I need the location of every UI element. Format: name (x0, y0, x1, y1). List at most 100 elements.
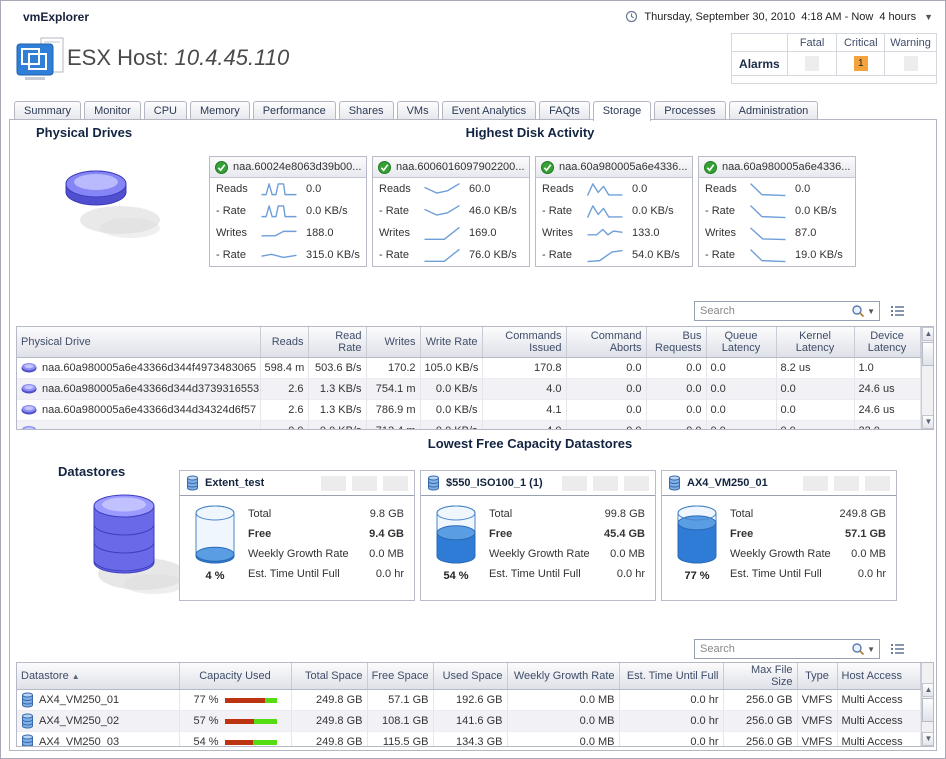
col-bus-requests[interactable]: Bus Requests (646, 327, 707, 358)
disk-card-title[interactable]: naa.6006016097902200... (373, 157, 529, 178)
sparkline-chart (586, 226, 624, 241)
scroll-down-icon[interactable]: ▼ (921, 415, 933, 429)
datastore-card-title[interactable]: AX4_VM250_01 (662, 471, 896, 496)
datastores-icon (93, 494, 186, 594)
scroll-up-icon[interactable]: ▲ (921, 327, 933, 341)
metric-row: - Rate 0.0 KB/s (699, 200, 855, 222)
time-range-control[interactable]: Thursday, September 30, 2010 4:18 AM - N… (625, 10, 933, 23)
disk-card-name: naa.60a980005a6e4336... (559, 161, 688, 173)
chevron-down-icon[interactable]: ▼ (924, 11, 933, 22)
column-selector-icon[interactable] (890, 304, 906, 318)
search-input[interactable] (695, 641, 852, 657)
metric-value: 169.0 (469, 227, 497, 239)
alarm-critical-cell[interactable]: 1 (836, 51, 886, 76)
scroll-down-icon[interactable]: ▼ (921, 732, 933, 746)
col-total-space[interactable]: Total Space (291, 663, 368, 690)
scroll-thumb[interactable] (921, 342, 933, 366)
disk-card-title[interactable]: naa.60a980005a6e4336... (536, 157, 692, 178)
col-physical-drive[interactable]: Physical Drive (17, 327, 261, 358)
disk-card-title[interactable]: naa.60a980005a6e4336... (699, 157, 855, 178)
datastore-card[interactable]: AX4_VM250_01 77 % Total 249.8 GB (661, 470, 897, 601)
col-device-latency[interactable]: Device Latency (854, 327, 921, 358)
col-command-aborts[interactable]: Command Aborts (566, 327, 647, 358)
metric-row: - Rate 0.0 KB/s (210, 200, 366, 222)
tab-faqts[interactable]: FAQts (539, 101, 590, 119)
placeholder-tile (593, 475, 618, 491)
disk-card[interactable]: naa.6006016097902200... Reads 60.0 - Rat… (372, 156, 530, 267)
tab-monitor[interactable]: Monitor (84, 101, 141, 119)
metric-value: 0.0 (795, 183, 811, 195)
scroll-thumb[interactable] (921, 698, 933, 722)
clock-icon (626, 10, 638, 23)
datastore-card-title[interactable]: Extent_test (180, 471, 414, 496)
tab-cpu[interactable]: CPU (143, 101, 187, 119)
drive-icon (21, 363, 37, 373)
col-datastore[interactable]: Datastore ▲ (17, 663, 180, 690)
metric-value: 133.0 (632, 227, 660, 239)
alarm-fatal-box[interactable] (805, 56, 820, 71)
disk-card[interactable]: naa.60a980005a6e4336... Reads 0.0 - Rate… (535, 156, 693, 267)
page-title: ESX Host: 10.4.45.110 (67, 45, 289, 71)
table-row[interactable]: AX4_VM250_01 77 % 249.8 GB 57.1 GB 192.6… (17, 689, 921, 711)
total-value: 249.8 GB (839, 508, 886, 520)
alarms-summary: Fatal Critical Warning Alarms 1 (731, 33, 937, 84)
metric-label: Reads (379, 183, 411, 195)
datastore-card[interactable]: $550_ISO100_1 (1) 54 % Total 99.8 GB (420, 470, 656, 601)
metric-label: Writes (705, 227, 736, 239)
tab-event-analytics[interactable]: Event Analytics (441, 101, 537, 119)
search-options-caret[interactable]: ▼ (867, 644, 875, 654)
table-row[interactable]: 0.0 0.0 KB/s 712.4 m 0.0 KB/s 4.0 0.0 0.… (17, 420, 921, 429)
metric-row: Writes 188.0 (210, 222, 366, 244)
growth-label: Weekly Growth Rate (730, 548, 831, 560)
datastore-card[interactable]: Extent_test 4 % Total 9.8 GB Fr (179, 470, 415, 601)
col-free-space[interactable]: Free Space (367, 663, 434, 690)
col-queue-latency[interactable]: Queue Latency (706, 327, 777, 358)
tab-memory[interactable]: Memory (189, 101, 250, 119)
alarm-warning-box[interactable] (903, 56, 918, 71)
alarm-fatal-cell[interactable] (786, 51, 838, 76)
tab-administration[interactable]: Administration (728, 101, 819, 119)
disk-card-title[interactable]: naa.60024e8063d39b00... (210, 157, 366, 178)
disk-card[interactable]: naa.60024e8063d39b00... Reads 0.0 - Rate… (209, 156, 367, 267)
col-capacity-used[interactable]: Capacity Used (179, 663, 292, 690)
col-reads[interactable]: Reads (260, 327, 309, 358)
table-row[interactable]: AX4_VM250_02 57 % 249.8 GB 108.1 GB 141.… (17, 710, 921, 732)
column-selector-icon[interactable] (890, 642, 906, 656)
search-icon[interactable] (851, 642, 865, 656)
metric-row: Writes 169.0 (373, 222, 529, 244)
col-max-file-size[interactable]: Max File Size (723, 663, 798, 690)
col-read-rate[interactable]: Read Rate (308, 327, 367, 358)
col-weekly-growth-rate[interactable]: Weekly Growth Rate (507, 663, 620, 690)
tab-vms[interactable]: VMs (396, 101, 439, 119)
search-input[interactable] (695, 303, 852, 319)
scrollbar[interactable]: ▲ ▼ (920, 327, 933, 429)
table-row[interactable]: naa.60a980005a6e43366d344d3739316553 2.6… (17, 378, 921, 400)
tab-performance[interactable]: Performance (252, 101, 336, 119)
sparkline-chart (749, 182, 787, 197)
search-options-caret[interactable]: ▼ (867, 306, 875, 316)
table-row[interactable]: AX4_VM250_03 54 % 249.8 GB 115.5 GB 134.… (17, 731, 921, 746)
search-icon[interactable] (851, 304, 865, 318)
tab-processes[interactable]: Processes (654, 101, 726, 119)
col-write-rate[interactable]: Write Rate (420, 327, 483, 358)
scroll-up-icon[interactable]: ▲ (921, 683, 933, 697)
col-host-access[interactable]: Host Access (837, 663, 921, 690)
tab-summary[interactable]: Summary (14, 101, 82, 119)
scrollbar[interactable]: ▲ ▼ (920, 663, 933, 746)
datastore-icon (669, 475, 680, 491)
metric-value: 315.0 KB/s (306, 249, 360, 261)
disk-card[interactable]: naa.60a980005a6e4336... Reads 0.0 - Rate… (698, 156, 856, 267)
col-est-time-until-full[interactable]: Est. Time Until Full (619, 663, 724, 690)
col-kernel-latency[interactable]: Kernel Latency (776, 327, 855, 358)
alarm-critical-box[interactable]: 1 (853, 56, 868, 71)
col-commands-issued[interactable]: Commands Issued (482, 327, 567, 358)
alarm-warning-cell[interactable] (884, 51, 937, 76)
col-used-space[interactable]: Used Space (433, 663, 508, 690)
table-row[interactable]: naa.60a980005a6e43366d344f4973483065 598… (17, 357, 921, 379)
tab-storage[interactable]: Storage (592, 101, 652, 121)
datastore-card-title[interactable]: $550_ISO100_1 (1) (421, 471, 655, 496)
table-row[interactable]: naa.60a980005a6e43366d344d34324d6f57 2.6… (17, 399, 921, 421)
col-type[interactable]: Type (797, 663, 838, 690)
tab-shares[interactable]: Shares (338, 101, 394, 119)
col-writes[interactable]: Writes (366, 327, 421, 358)
